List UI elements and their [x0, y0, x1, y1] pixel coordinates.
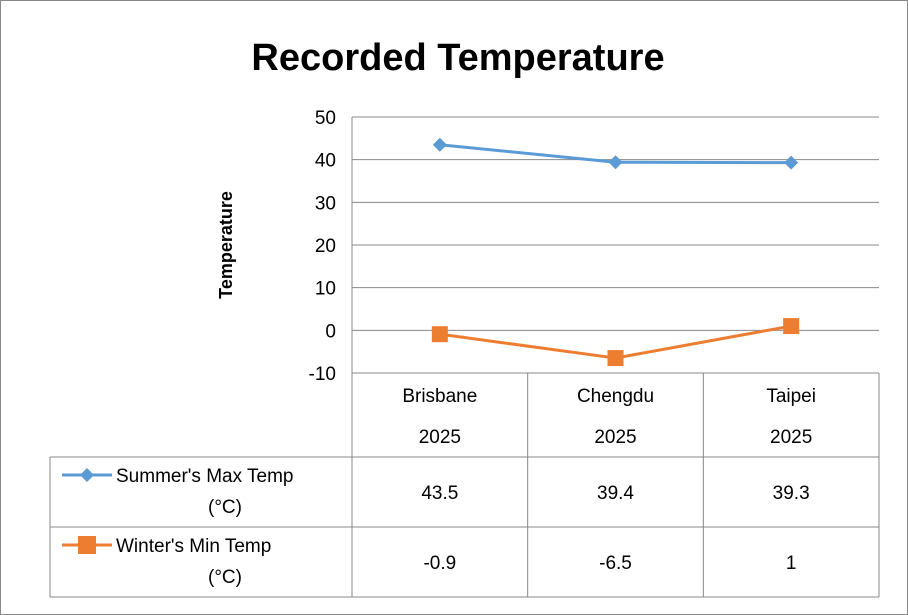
series-name-unit: (°C) — [208, 497, 242, 518]
series-name: Summer's Max Temp — [116, 466, 294, 487]
data-value-cell: 39.4 — [597, 483, 634, 504]
legend-key-marker — [78, 536, 96, 554]
y-tick-label: 20 — [315, 236, 336, 257]
data-point — [784, 155, 799, 170]
series-name: Winter's Min Temp — [116, 536, 271, 557]
y-tick-label: 50 — [315, 108, 336, 129]
y-tick-label: 40 — [315, 151, 336, 172]
legend-key-marker — [80, 468, 94, 482]
data-point — [432, 137, 447, 152]
y-tick-label: 0 — [325, 321, 336, 342]
data-value-cell: 43.5 — [421, 483, 458, 504]
y-axis-ticks: 50 40 30 20 10 0 -10 — [309, 108, 336, 385]
data-point — [431, 326, 448, 343]
data-value-cell: -6.5 — [599, 553, 632, 574]
category-label: Chengdu — [577, 386, 654, 407]
data-point — [608, 155, 623, 170]
chart-title: Recorded Temperature — [251, 37, 664, 79]
data-table: Brisbane 2025 Chengdu 2025 Taipei 2025 Summer'… — [49, 372, 880, 598]
category-label: Brisbane — [402, 386, 477, 407]
category-year: 2025 — [594, 427, 636, 448]
y-tick-label: 10 — [315, 279, 336, 300]
data-value-cell: 39.3 — [773, 483, 810, 504]
data-value-cell: -0.9 — [423, 553, 456, 574]
data-value-cell: 1 — [786, 553, 797, 574]
y-tick-label: -10 — [309, 364, 336, 385]
series-lines — [431, 137, 800, 367]
category-label: Taipei — [766, 386, 816, 407]
data-point — [607, 350, 624, 367]
category-year: 2025 — [419, 427, 461, 448]
series-name-unit: (°C) — [208, 567, 242, 588]
category-year: 2025 — [770, 427, 812, 448]
y-tick-label: 30 — [315, 193, 336, 214]
y-axis-label: Temperature — [216, 191, 236, 299]
data-point — [783, 318, 800, 335]
